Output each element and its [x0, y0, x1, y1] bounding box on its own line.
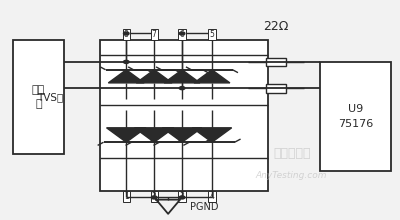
- Text: 3: 3: [180, 192, 184, 201]
- Bar: [266, 58, 286, 66]
- Circle shape: [124, 60, 129, 63]
- Polygon shape: [194, 70, 230, 83]
- Text: 2: 2: [152, 192, 156, 201]
- Bar: [266, 84, 286, 93]
- Polygon shape: [162, 128, 202, 142]
- Text: U9
75176: U9 75176: [338, 104, 373, 129]
- Polygon shape: [164, 70, 200, 83]
- Text: 4: 4: [210, 192, 214, 201]
- Text: TVS管: TVS管: [37, 92, 64, 102]
- Circle shape: [179, 196, 185, 199]
- Circle shape: [151, 196, 157, 199]
- Circle shape: [124, 32, 129, 35]
- Text: 6: 6: [180, 30, 184, 39]
- Bar: [13, 40, 64, 154]
- Circle shape: [179, 32, 185, 35]
- Text: 22Ω: 22Ω: [263, 20, 288, 33]
- Text: 7: 7: [152, 30, 156, 39]
- Text: 5: 5: [210, 30, 214, 39]
- Circle shape: [179, 87, 185, 90]
- Bar: [100, 40, 268, 191]
- Polygon shape: [136, 70, 172, 83]
- Polygon shape: [192, 128, 232, 142]
- Bar: [320, 62, 391, 171]
- Polygon shape: [134, 128, 174, 142]
- Text: AnyTesting.com: AnyTesting.com: [256, 171, 328, 180]
- Text: 8: 8: [124, 30, 129, 39]
- Polygon shape: [108, 70, 144, 83]
- Text: PGND: PGND: [190, 202, 218, 212]
- Text: 嘉峪检测网: 嘉峪检测网: [273, 147, 310, 160]
- Polygon shape: [106, 128, 146, 142]
- Text: 连接
器: 连接 器: [32, 85, 45, 109]
- Text: 1: 1: [124, 192, 129, 201]
